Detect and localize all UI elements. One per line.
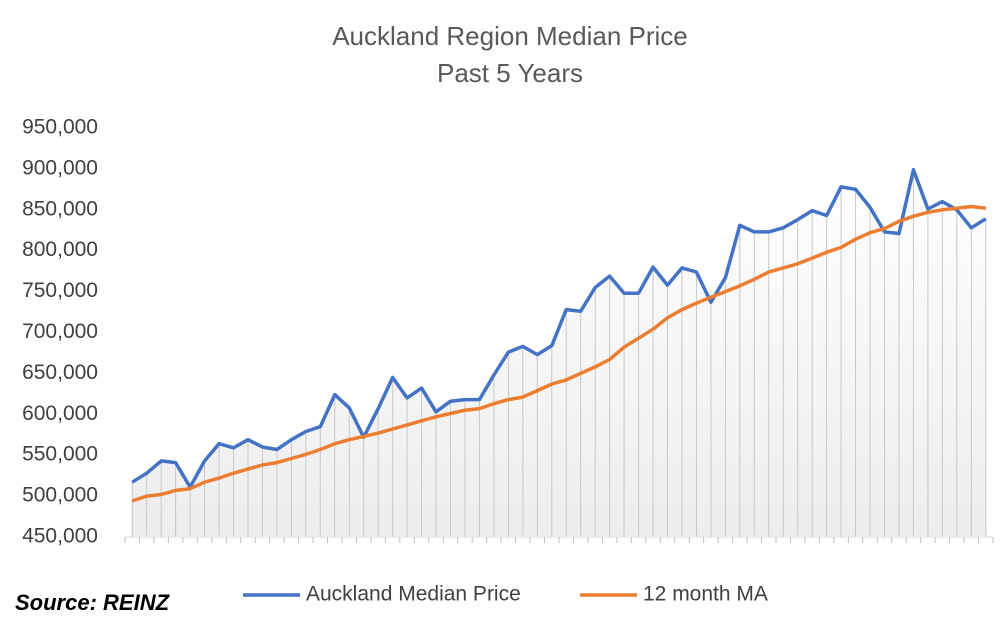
legend-label: 12 month MA [643,583,768,606]
y-tick-label: 950,000 [22,116,98,139]
y-tick-label: 600,000 [22,402,98,425]
y-tick-label: 450,000 [22,525,98,548]
source: Source: REINZ [15,590,171,615]
y-tick-label: 650,000 [22,361,98,384]
y-tick-label: 550,000 [22,443,98,466]
y-tick-label: 750,000 [22,279,98,302]
series-line [131,167,987,489]
legend-label: Auckland Median Price [306,583,521,606]
drop-area [132,169,986,537]
y-tick-label: 800,000 [22,238,98,261]
y-tick-label: 900,000 [22,156,98,179]
y-tick-label: 700,000 [22,320,98,343]
y-tick-label: 850,000 [22,197,98,220]
series-line [131,204,987,503]
chart-title: Auckland Region Median Price [332,21,688,51]
chart-subtitle: Past 5 Years [437,58,583,88]
y-tick-label: 500,000 [22,484,98,507]
